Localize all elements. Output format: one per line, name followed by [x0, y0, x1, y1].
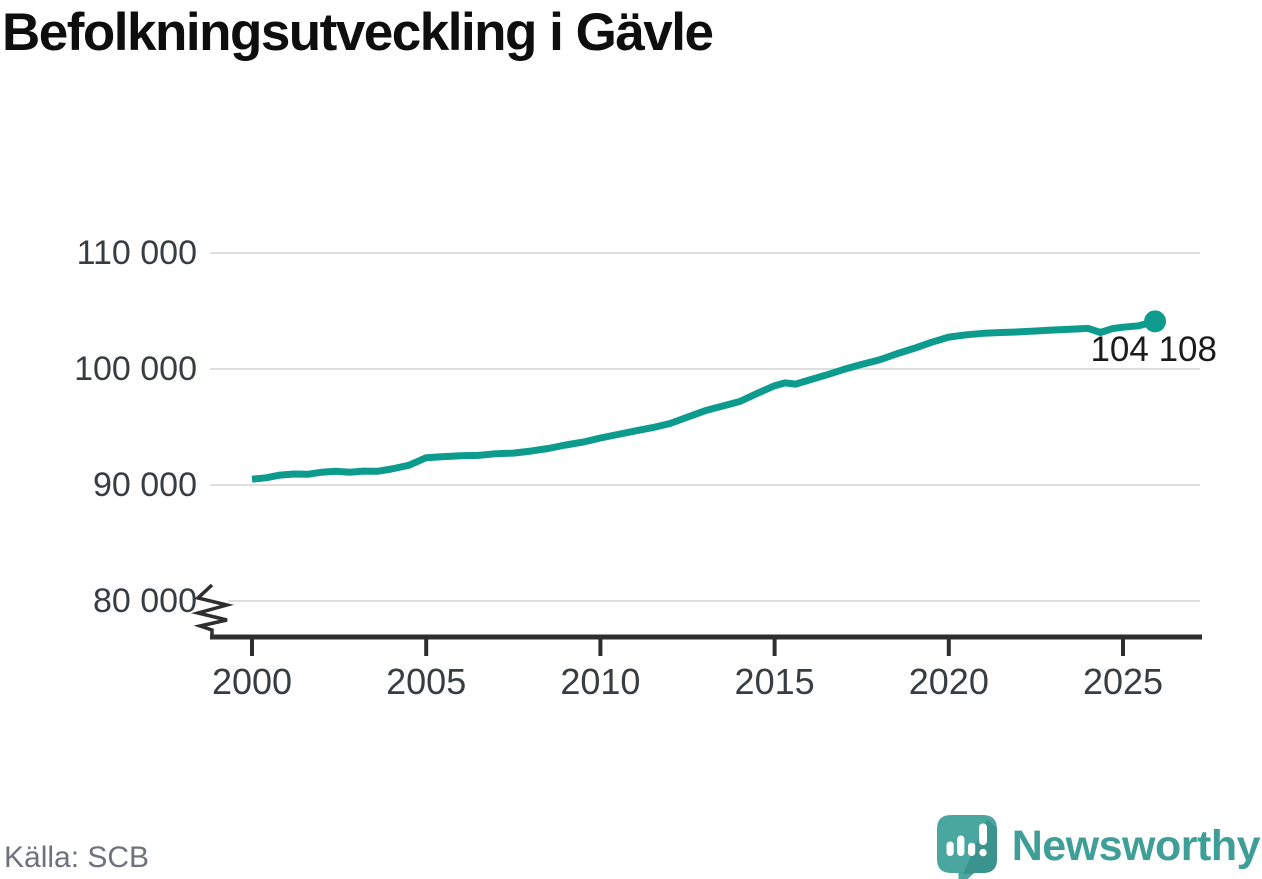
brand-name: Newsworthy	[1011, 821, 1261, 870]
x-tick-label: 2020	[908, 661, 989, 702]
population-series-line	[251, 317, 1157, 483]
x-tick-label: 2025	[1082, 661, 1164, 702]
y-axis: 110 000 100 000 90 000 80 000	[0, 0, 197, 700]
exclamation-dot	[979, 848, 987, 857]
y-tick-label: 90 000	[93, 466, 197, 504]
exclamation-bar	[978, 823, 987, 845]
newsworthy-logo: Newsworthy	[936, 815, 1261, 879]
x-axis: 2000 2005 2010 2015 2020 2025	[211, 661, 1164, 702]
y-tick-label: 110 000	[76, 234, 197, 272]
source-note: Källa: SCB	[4, 841, 150, 874]
last-value-label: 104 108	[1090, 330, 1217, 369]
bubble-fold-shade	[962, 819, 997, 874]
page-title: Befolkningsutveckling i Gävle	[2, 3, 714, 62]
newsworthy-speech-bubble-icon	[936, 815, 997, 879]
x-tick-label: 2005	[386, 661, 467, 702]
x-tick-label: 2010	[560, 661, 641, 702]
y-tick-label: 100 000	[74, 350, 197, 388]
axis-break-zigzag	[191, 583, 234, 637]
x-tick-label: 2000	[211, 661, 293, 702]
y-tick-label: 80 000	[93, 582, 197, 620]
x-tick-label: 2015	[734, 661, 815, 702]
bar-chart-glyph	[946, 823, 987, 857]
end-point-marker	[1144, 310, 1167, 333]
